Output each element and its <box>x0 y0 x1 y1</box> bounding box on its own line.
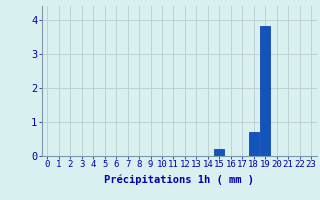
Bar <box>249 132 259 156</box>
X-axis label: Précipitations 1h ( mm ): Précipitations 1h ( mm ) <box>104 175 254 185</box>
Bar <box>214 149 224 156</box>
Bar <box>260 26 270 156</box>
